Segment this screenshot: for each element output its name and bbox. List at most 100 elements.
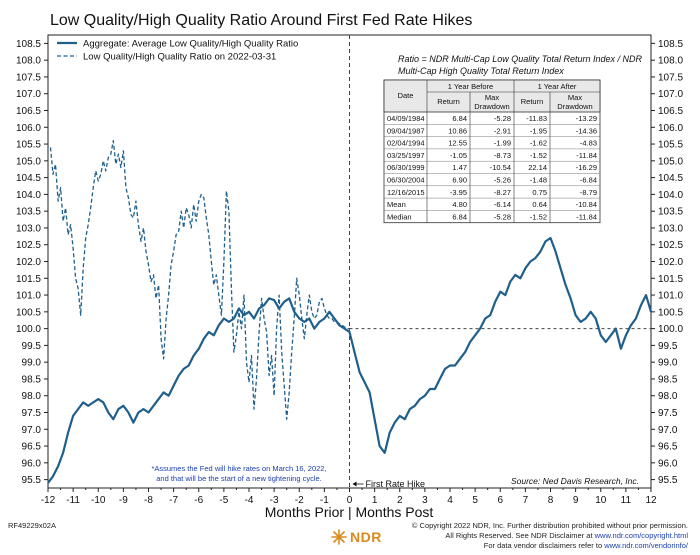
copyright-text-3: For data vendor disclaimers refer to — [483, 541, 605, 550]
y-tick-label-left: 97.5 — [22, 408, 42, 419]
table-col-header: Max — [568, 93, 582, 102]
y-tick-label-left: 99.5 — [22, 341, 42, 352]
y-tick-label-left: 106.0 — [16, 123, 41, 134]
table-cell: -1.48 — [530, 176, 547, 185]
y-tick-label-right: 102.5 — [658, 240, 683, 251]
copyright-text-2: All Rights Reserved. See NDR Disclaimer … — [445, 531, 595, 540]
y-tick-label-left: 95.5 — [22, 475, 42, 486]
x-tick-label: -3 — [270, 495, 279, 506]
table-cell: -1.95 — [530, 126, 547, 135]
y-tick-label-left: 98.5 — [22, 374, 42, 385]
table-cell: 4.80 — [452, 200, 467, 209]
table-cell: -11.83 — [526, 114, 547, 123]
x-tick-label: 4 — [447, 495, 453, 506]
x-tick-label: 9 — [573, 495, 579, 506]
copyright-notice: © Copyright 2022 NDR, Inc. Further distr… — [328, 521, 688, 551]
y-tick-label-right: 108.5 — [658, 39, 683, 50]
y-tick-label-right: 103.5 — [658, 207, 683, 218]
table-cell: -1.99 — [494, 139, 511, 148]
source-label: Source: Ned Davis Research, Inc. — [511, 476, 639, 486]
table-cell: -1.05 — [450, 151, 467, 160]
ndr-logo-text: NDR — [350, 529, 382, 545]
y-tick-label-right: 103.0 — [658, 223, 683, 234]
y-tick-label-left: 97.0 — [22, 425, 42, 436]
vendor-info-link[interactable]: www.ndr.com/vendorinfo/ — [604, 541, 688, 550]
table-header-bg — [383, 79, 601, 113]
y-tick-label-left: 108.0 — [16, 56, 41, 67]
table-cell: -2.91 — [494, 126, 511, 135]
y-tick-label-right: 101.0 — [658, 291, 683, 302]
table-cell: -5.28 — [494, 114, 511, 123]
ndr-logo: NDR — [331, 529, 382, 545]
table-cell: 6.90 — [452, 176, 467, 185]
x-tick-label: -9 — [119, 495, 128, 506]
x-tick-label: 8 — [548, 495, 554, 506]
chart-code: RF49229x02A — [8, 521, 56, 530]
y-tick-label-left: 101.5 — [16, 274, 41, 285]
footnote-line-1: *Assumes the Fed will hike rates on Marc… — [151, 464, 326, 473]
y-tick-label-left: 96.0 — [22, 458, 42, 469]
x-tick-label: 12 — [645, 495, 657, 506]
y-tick-label-left: 99.0 — [22, 358, 42, 369]
table-cell: -6.84 — [580, 176, 597, 185]
x-tick-label: -1 — [320, 495, 329, 506]
table-group-header: 1 Year Before — [448, 82, 493, 91]
table-cell: 03/25/1997 — [387, 151, 425, 160]
copyright-line-3: For data vendor disclaimers refer to www… — [328, 541, 688, 551]
y-tick-label-right: 98.5 — [658, 374, 678, 385]
y-tick-label-right: 105.0 — [658, 156, 683, 167]
table-cell: -1.52 — [530, 212, 547, 221]
table-cell: -16.29 — [576, 163, 597, 172]
y-tick-label-left: 106.5 — [16, 106, 41, 117]
y-tick-label-right: 101.5 — [658, 274, 683, 285]
table-cell: 02/04/1994 — [387, 139, 425, 148]
table-cell: -10.54 — [490, 163, 511, 172]
y-tick-label-right: 99.5 — [658, 341, 678, 352]
table-cell: Mean — [387, 200, 406, 209]
y-tick-label-right: 106.5 — [658, 106, 683, 117]
table-cell: -10.84 — [576, 200, 597, 209]
y-tick-label-right: 96.0 — [658, 458, 678, 469]
table-cell: -11.84 — [576, 212, 597, 221]
table-col-header: Drawdown — [474, 102, 509, 111]
chart: Low Quality/High Quality Ratio Around Fi… — [15, 12, 684, 520]
copyright-link[interactable]: www.ndr.com/copyright.html — [594, 531, 688, 540]
table-cell: 6.84 — [452, 114, 467, 123]
series-current — [49, 140, 350, 420]
y-tick-label-right: 96.5 — [658, 442, 678, 453]
y-tick-label-left: 102.0 — [16, 257, 41, 268]
table-col-header: Return — [437, 97, 460, 106]
x-tick-label: 5 — [472, 495, 478, 506]
y-tick-label-left: 104.5 — [16, 173, 41, 184]
y-tick-label-right: 108.0 — [658, 56, 683, 67]
y-tick-label-left: 96.5 — [22, 442, 42, 453]
table-cell: 6.84 — [452, 212, 467, 221]
x-axis-label: Months Prior | Months Post — [265, 504, 434, 520]
table-col-header: Drawdown — [557, 102, 592, 111]
y-tick-label-right: 100.5 — [658, 307, 683, 318]
table-cell: -6.14 — [494, 200, 511, 209]
table-title-line-2: Multi-Cap High Quality Total Return Inde… — [398, 66, 564, 76]
table-cell: -3.95 — [450, 188, 467, 197]
y-tick-label-left: 104.0 — [16, 190, 41, 201]
x-tick-label: 2 — [397, 495, 403, 506]
table-cell: 10.86 — [448, 126, 467, 135]
aggregate-line — [47, 236, 653, 484]
y-tick-label-left: 105.0 — [16, 156, 41, 167]
table-cell: -5.28 — [494, 212, 511, 221]
table-cell: -8.27 — [494, 188, 511, 197]
y-tick-label-right: 107.5 — [658, 72, 683, 83]
x-tick-label: -7 — [169, 495, 178, 506]
footnote-line-2: and that will be the start of a new tigh… — [156, 474, 322, 483]
table-cell: 0.64 — [532, 200, 547, 209]
x-tick-label: -10 — [91, 495, 106, 506]
table-cell: -8.79 — [580, 188, 597, 197]
y-tick-label-right: 105.5 — [658, 140, 683, 151]
table-cell: -11.84 — [576, 151, 597, 160]
y-tick-label-left: 100.5 — [16, 307, 41, 318]
y-tick-label-right: 102.0 — [658, 257, 683, 268]
y-tick-label-left: 103.5 — [16, 207, 41, 218]
y-tick-label-right: 107.0 — [658, 89, 683, 100]
current-2022-line — [49, 140, 350, 420]
